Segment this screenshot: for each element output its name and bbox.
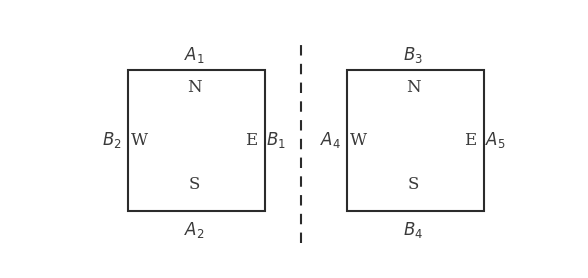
Text: E: E xyxy=(245,132,258,149)
Text: $A_5$: $A_5$ xyxy=(485,130,505,150)
Text: S: S xyxy=(407,176,419,193)
Text: W: W xyxy=(131,132,148,149)
Text: $B_4$: $B_4$ xyxy=(403,220,423,240)
Text: $B_1$: $B_1$ xyxy=(266,130,286,150)
Text: $A_1$: $A_1$ xyxy=(184,45,205,65)
Text: $B_2$: $B_2$ xyxy=(102,130,122,150)
Text: $B_3$: $B_3$ xyxy=(403,45,423,65)
Bar xyxy=(347,70,483,211)
Text: W: W xyxy=(350,132,367,149)
Text: S: S xyxy=(189,176,200,193)
Bar xyxy=(128,70,265,211)
Text: $A_2$: $A_2$ xyxy=(184,220,205,240)
Text: N: N xyxy=(187,80,202,96)
Text: N: N xyxy=(406,80,420,96)
Text: E: E xyxy=(464,132,476,149)
Text: $A_4$: $A_4$ xyxy=(320,130,342,150)
